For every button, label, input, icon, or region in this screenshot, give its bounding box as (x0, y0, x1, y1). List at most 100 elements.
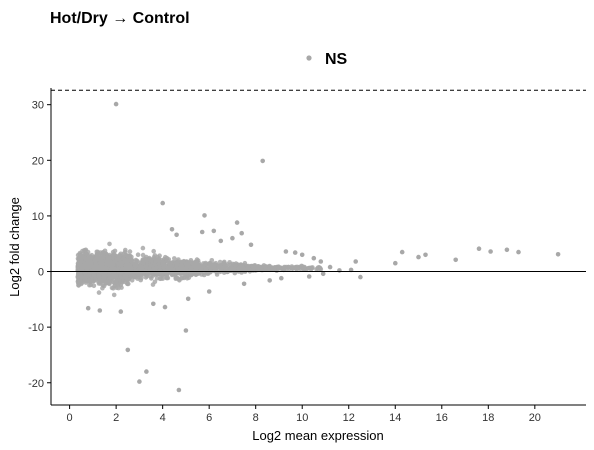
data-point (169, 272, 175, 278)
data-point (149, 276, 154, 281)
x-tick-label: 2 (113, 412, 119, 424)
data-point (188, 272, 194, 278)
data-point (555, 252, 561, 257)
chart-title: Hot/Dry → Control (50, 10, 190, 27)
data-point (393, 260, 398, 266)
y-axis-ticks: -20 -10 0 10 20 30 (28, 100, 51, 390)
data-point (218, 238, 224, 244)
data-point (118, 309, 124, 314)
data-point (125, 347, 131, 353)
data-point (182, 266, 187, 272)
data-point (305, 266, 311, 271)
data-point (93, 277, 98, 283)
y-tick-label: -10 (28, 322, 44, 334)
data-point (207, 270, 212, 275)
data-point (423, 252, 428, 258)
data-point (119, 285, 124, 290)
data-point (206, 289, 212, 294)
data-point (84, 251, 89, 257)
data-point (203, 266, 209, 272)
legend-label-ns: NS (325, 51, 348, 68)
data-point (107, 255, 113, 261)
data-point (267, 278, 273, 283)
data-point (399, 249, 405, 255)
data-point (263, 266, 269, 272)
data-point (151, 248, 156, 254)
data-point (76, 283, 81, 288)
data-point (113, 273, 119, 278)
data-point (233, 263, 238, 268)
data-point (167, 262, 173, 268)
data-point (144, 264, 149, 270)
data-point (114, 279, 119, 285)
data-point (260, 158, 266, 164)
data-point (116, 261, 122, 267)
x-axis-ticks: 0 2 4 6 8 10 12 14 16 18 20 (67, 405, 541, 424)
data-point (77, 279, 82, 285)
data-point (318, 259, 324, 264)
plot-area (75, 101, 561, 393)
data-point (111, 292, 117, 298)
data-point (164, 274, 169, 280)
data-point (123, 247, 128, 253)
data-point (85, 258, 90, 264)
data-point (150, 282, 156, 287)
data-point (207, 262, 213, 268)
y-axis-title: Log2 fold change (7, 197, 22, 297)
x-tick-label: 16 (436, 412, 448, 424)
x-tick-label: 8 (253, 412, 259, 424)
data-point (96, 290, 102, 295)
data-point (164, 255, 170, 261)
x-tick-label: 12 (343, 412, 355, 424)
data-point (185, 296, 191, 302)
data-point (83, 276, 88, 281)
data-point (97, 273, 102, 279)
data-point (272, 265, 277, 271)
data-point (125, 281, 130, 287)
data-point (252, 263, 258, 268)
data-point (153, 257, 159, 263)
data-point (279, 275, 284, 281)
data-point (96, 256, 102, 262)
data-point (248, 242, 254, 248)
data-point (176, 387, 182, 393)
data-point (126, 266, 132, 271)
data-point (85, 305, 91, 311)
x-tick-label: 0 (67, 412, 73, 424)
data-point (227, 260, 232, 265)
data-point (358, 274, 363, 280)
data-point (174, 232, 179, 238)
data-point (174, 275, 180, 281)
data-point (93, 257, 98, 263)
data-point (327, 264, 333, 270)
data-point (516, 249, 521, 255)
data-point (144, 369, 149, 374)
data-point (83, 247, 89, 253)
data-point (112, 266, 117, 272)
x-tick-label: 10 (296, 412, 308, 424)
data-point (96, 281, 102, 286)
data-point (203, 260, 208, 266)
data-point (240, 263, 245, 268)
data-point (306, 274, 312, 279)
data-point (104, 258, 110, 264)
data-point (318, 266, 324, 272)
data-point (161, 264, 166, 270)
x-tick-label: 4 (160, 412, 166, 424)
data-point (476, 246, 482, 251)
data-point (162, 304, 168, 310)
data-point (126, 262, 131, 267)
data-point (160, 200, 165, 206)
data-point (111, 251, 117, 257)
data-point (246, 263, 251, 269)
data-point (138, 277, 143, 283)
legend: NS (306, 51, 348, 68)
data-point (196, 271, 201, 276)
data-point (292, 250, 298, 255)
data-point (311, 255, 317, 261)
y-tick-label: 20 (32, 155, 44, 167)
data-point (158, 264, 163, 270)
y-tick-label: 30 (32, 100, 44, 112)
data-point (80, 251, 85, 257)
data-point (111, 260, 116, 266)
